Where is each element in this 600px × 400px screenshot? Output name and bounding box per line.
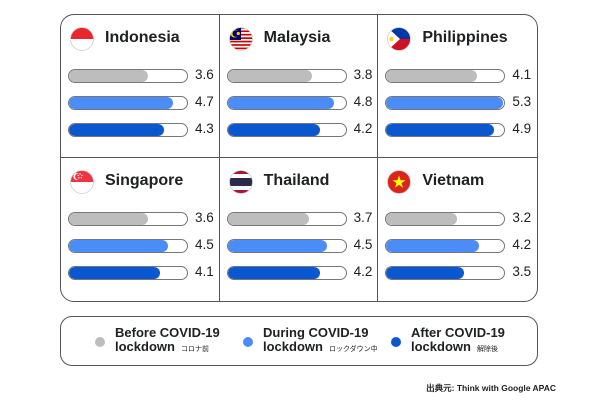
bar-track-after — [68, 123, 188, 137]
thailand-flag-icon — [228, 170, 253, 194]
bar-track-after — [226, 123, 347, 137]
value-label-during: 4.2 — [512, 237, 532, 252]
legend: Before COVID-19 lockdown コロナ前 During COVID-… — [60, 316, 538, 366]
bar-track-after — [385, 123, 506, 137]
value-label-before: 3.6 — [195, 67, 214, 82]
bar-during — [69, 97, 173, 109]
bar-track-during — [68, 239, 188, 253]
value-label-during: 4.5 — [195, 237, 214, 252]
bar-track-after — [385, 266, 506, 280]
country-name: Indonesia — [105, 29, 180, 46]
bar-before — [227, 213, 310, 225]
source-note: 出典元: Think with Google APAC — [426, 383, 556, 393]
bar-during — [227, 240, 327, 252]
bar-after — [227, 267, 321, 279]
panel-vietnam: Vietnam 3.2 4.2 3.5 — [378, 158, 537, 301]
bar-before — [69, 70, 149, 82]
bar-after — [227, 124, 321, 136]
value-label-before: 3.7 — [353, 210, 373, 225]
bar-after — [386, 267, 464, 279]
country-name: Vietnam — [422, 172, 485, 189]
bar-during — [386, 97, 504, 109]
bar-track-before — [226, 69, 347, 83]
bar-track-before — [226, 212, 347, 226]
bar-track-during — [226, 96, 347, 110]
bar-during — [386, 240, 480, 252]
bar-during — [227, 97, 334, 109]
panel-singapore: Singapore 3.6 4.5 4.1 — [61, 158, 220, 301]
value-label-during: 4.8 — [353, 94, 373, 109]
country-name: Thailand — [263, 172, 330, 189]
panel-malaysia: Malaysia 3.8 4.8 4.2 — [219, 15, 379, 158]
value-label-before: 3.8 — [353, 67, 373, 82]
philippines-flag-icon — [387, 27, 412, 51]
legend-label: During COVID-19 lockdown ロックダウン中 — [263, 325, 378, 354]
panel-philippines: Philippines 4.1 5.3 4.9 — [378, 15, 537, 158]
value-label-after: 4.2 — [353, 264, 373, 279]
value-label-during: 5.3 — [512, 94, 532, 109]
bar-track-after — [226, 266, 347, 280]
country-name: Philippines — [422, 29, 508, 46]
bar-track-before — [385, 69, 506, 83]
vietnam-flag-icon — [387, 170, 412, 194]
legend-label-jp: 解除後 — [476, 346, 498, 353]
bar-track-during — [68, 96, 188, 110]
value-label-after: 4.3 — [195, 121, 214, 136]
bar-track-before — [68, 69, 188, 83]
value-label-before: 3.6 — [195, 210, 214, 225]
legend-label: After COVID-19 lockdown 解除後 — [411, 325, 505, 354]
value-label-after: 3.5 — [512, 264, 532, 279]
singapore-flag-icon — [70, 170, 94, 194]
bar-after — [386, 124, 495, 136]
bar-track-before — [68, 212, 188, 226]
bar-after — [69, 124, 164, 136]
indonesia-flag-icon — [70, 27, 94, 51]
bar-before — [386, 213, 457, 225]
bar-after — [69, 267, 160, 279]
bar-track-during — [226, 239, 347, 253]
bar-track-after — [68, 266, 188, 280]
legend-label-jp: ロックダウン中 — [328, 346, 378, 353]
bar-during — [69, 240, 169, 252]
bar-track-before — [385, 212, 506, 226]
value-label-after: 4.9 — [512, 121, 532, 136]
bar-track-during — [385, 96, 506, 110]
legend-swatch-before — [95, 337, 105, 347]
value-label-before: 4.1 — [512, 67, 532, 82]
value-label-after: 4.2 — [353, 121, 373, 136]
bar-before — [386, 70, 477, 82]
legend-label-jp: コロナ前 — [180, 346, 209, 353]
panel-indonesia: Indonesia 3.6 4.7 4.3 — [61, 15, 220, 158]
bar-track-during — [385, 239, 506, 253]
value-label-during: 4.7 — [195, 94, 214, 109]
value-label-during: 4.5 — [353, 237, 373, 252]
value-label-after: 4.1 — [195, 264, 214, 279]
value-label-before: 3.2 — [512, 210, 532, 225]
country-name: Singapore — [105, 172, 184, 189]
malaysia-flag-icon — [228, 27, 253, 51]
bar-before — [227, 70, 312, 82]
legend-swatch-after — [391, 337, 401, 347]
legend-swatch-during — [243, 337, 253, 347]
country-name: Malaysia — [263, 29, 331, 46]
panel-thailand: Thailand 3.7 4.5 4.2 — [220, 158, 379, 301]
chart-grid: Indonesia 3.6 4.7 4.3 Malaysia 3.8 4.8 4.2 Phili… — [60, 14, 538, 302]
legend-label: Before COVID-19 lockdown コロナ前 — [115, 325, 220, 354]
bar-before — [69, 213, 149, 225]
